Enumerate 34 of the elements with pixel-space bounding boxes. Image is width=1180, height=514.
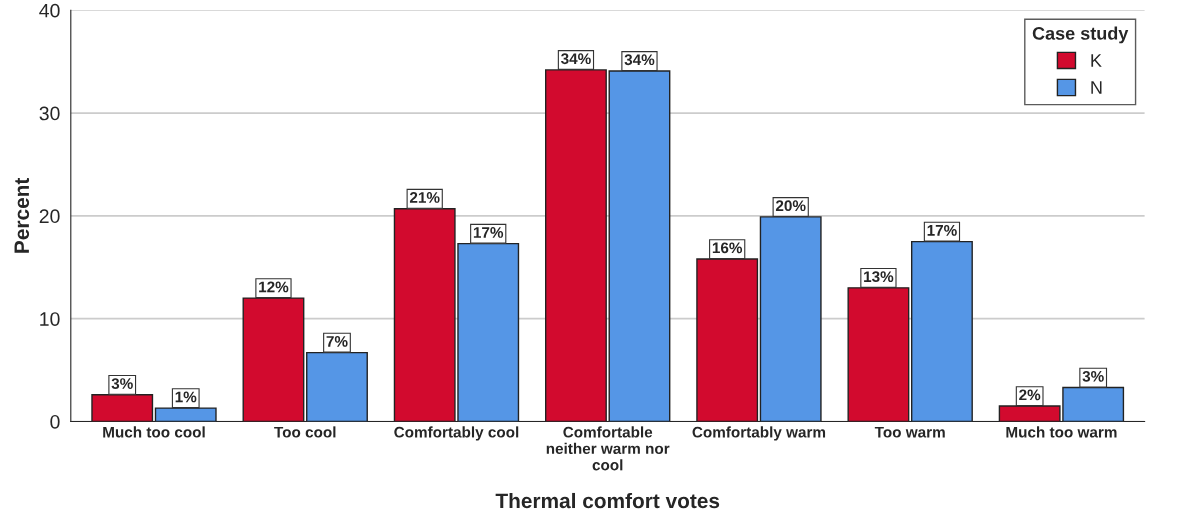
data-label: 3% — [111, 378, 133, 389]
data-label: 3% — [1082, 370, 1104, 382]
data-label: 20% — [775, 200, 806, 212]
data-label: 1% — [175, 391, 197, 403]
data-label: 7% — [326, 336, 348, 347]
legend-label: K — [1091, 54, 1102, 67]
data-label: 16% — [712, 242, 743, 254]
x-tick-label: Too cool — [274, 426, 336, 438]
legend-label: N — [1091, 81, 1102, 94]
y-tick-label: 30 — [39, 106, 60, 121]
bar — [306, 351, 368, 422]
data-label: 2% — [1019, 389, 1041, 401]
data-label: 17% — [473, 227, 504, 238]
data-label: 12% — [259, 281, 289, 293]
data-label: 34% — [624, 54, 655, 66]
x-tick-label: Comfortably warm — [692, 426, 826, 441]
data-label: 17% — [927, 225, 957, 236]
data-label: 21% — [409, 192, 440, 203]
x-tick-label: Much too warm — [1006, 426, 1117, 438]
bar — [154, 407, 217, 422]
y-tick-label: 20 — [39, 209, 60, 224]
x-tick-label: Much too cool — [103, 426, 205, 438]
bar — [91, 394, 154, 422]
y-axis-title: Percent — [14, 177, 30, 253]
y-tick-label: 40 — [39, 3, 60, 18]
data-label: 34% — [561, 53, 591, 65]
x-tick-label: Comfortably cool — [394, 426, 519, 441]
x-tick-label: Too warm — [874, 426, 945, 438]
y-tick-label: 10 — [40, 312, 60, 326]
y-tick-label: 0 — [50, 414, 60, 429]
x-axis-title: Thermal comfort votes — [495, 492, 720, 509]
data-label: 13% — [864, 271, 894, 283]
x-tick-label: Comfortable neither warm nor cool — [546, 426, 670, 471]
legend-title: Case study — [1032, 26, 1129, 44]
